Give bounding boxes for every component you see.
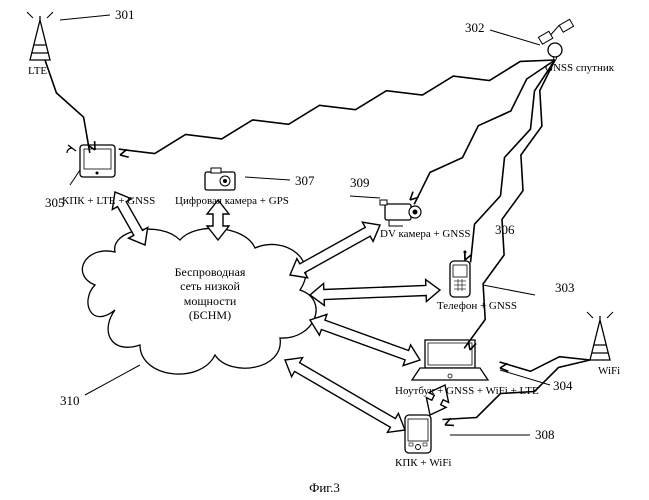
num-301: 301 [115, 7, 135, 23]
num-304: 304 [553, 378, 573, 394]
phone-gnss-label: Телефон + GNSS [437, 300, 517, 312]
num-310: 310 [60, 393, 80, 409]
leader-lines [60, 15, 550, 435]
pda-lte-gnss-icon [67, 145, 115, 177]
cloud-text: Беспроводная сеть низкой мощности (БСНМ) [150, 265, 270, 323]
digital-camera-icon [205, 168, 235, 190]
digicam-gps-label: Цифровая камера + GPS [175, 195, 289, 207]
gnss-satellite-icon [538, 19, 573, 60]
num-309: 309 [350, 175, 370, 191]
num-306: 306 [495, 222, 515, 238]
cloud-text-l4: (БСНМ) [189, 308, 231, 322]
num-305: 305 [45, 195, 65, 211]
figure-caption: Фиг.3 [0, 480, 649, 496]
wifi-label: WiFi [598, 365, 620, 377]
dv-camera-icon [380, 200, 421, 226]
cloud-text-l1: Беспроводная [175, 265, 246, 279]
cloud-text-l2: сеть низкой [180, 279, 240, 293]
overlay-svg [0, 0, 649, 500]
wifi-tower-icon [587, 312, 613, 360]
diagram-canvas: { "caption": "Фиг.3", "labels": { "lte":… [0, 0, 649, 500]
num-307: 307 [295, 173, 315, 189]
pda-wifi-label: КПК + WiFi [395, 457, 452, 469]
lte-tower-icon [27, 12, 53, 60]
pda-lte-gnss-label: КПК + LTE + GNSS [62, 195, 155, 207]
num-302: 302 [465, 20, 485, 36]
dvcam-gnss-label: DV камера + GNSS [380, 228, 471, 240]
laptop-label: Ноутбук + GNSS + WiFi + LTE [395, 385, 539, 397]
cloud-text-l3: мощности [184, 294, 237, 308]
gnss-sat-label: GNSS спутник [545, 62, 614, 74]
signal-bolts [45, 60, 590, 425]
laptop-icon [412, 340, 488, 380]
phone-icon [450, 251, 470, 298]
pda-wifi-icon [405, 415, 431, 453]
lte-label: LTE [28, 65, 47, 77]
num-308: 308 [535, 427, 555, 443]
num-303: 303 [555, 280, 575, 296]
